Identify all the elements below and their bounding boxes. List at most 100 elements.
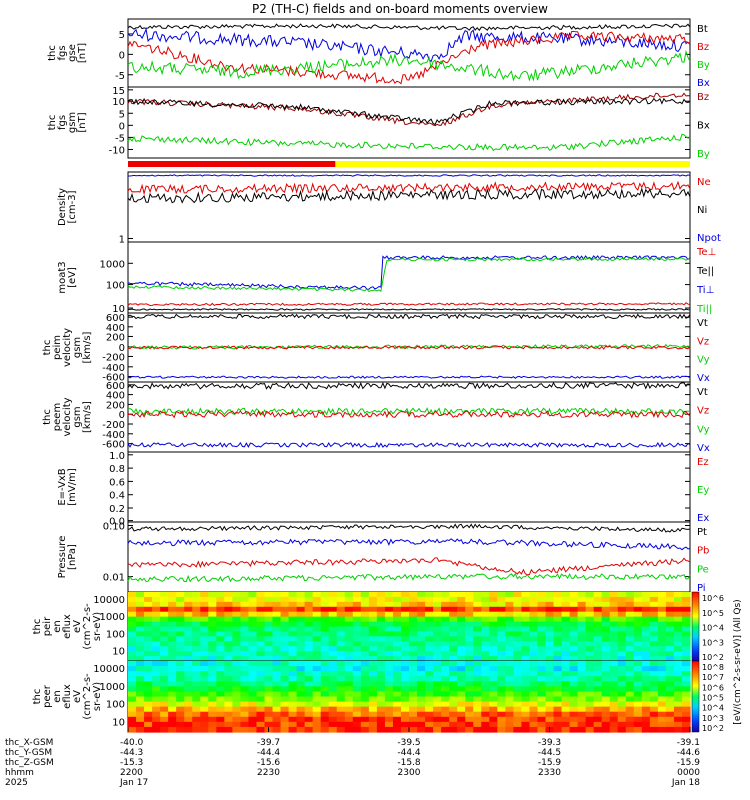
spectrogram-peir-cell — [384, 631, 394, 637]
spectrogram-peer-cell — [328, 696, 338, 703]
spectrogram-peir-cell — [577, 606, 587, 613]
spectrogram-peir-cell — [577, 631, 587, 637]
tick-label-peer_eflux: 1000 — [100, 682, 125, 693]
spectrogram-peer-cell — [649, 721, 659, 728]
spectrogram-peir-cell — [216, 592, 225, 598]
spectrogram-peir-cell — [593, 601, 603, 608]
spectrogram-peer-cell — [304, 686, 314, 693]
spectrogram-peer-cell — [553, 681, 563, 687]
spectrogram-peir-cell — [304, 616, 314, 623]
spectrogram-peir-cell — [425, 646, 434, 652]
spectrogram-peer-cell — [617, 716, 627, 723]
spectrogram-peer-cell — [577, 721, 587, 728]
spectrogram-peer-cell — [400, 666, 410, 672]
spectrogram-peir-cell — [625, 616, 635, 623]
footer-value: 2300 — [398, 768, 421, 778]
spectrogram-peir-cell — [673, 646, 683, 652]
spectrogram-peer-cell — [537, 681, 547, 687]
spectrogram-peir-cell — [417, 626, 426, 633]
spectrogram-peer-cell — [344, 726, 354, 733]
spectrogram-peer-cell — [601, 676, 611, 682]
legend-density-Ne: Ne — [697, 177, 711, 188]
legend-peim_velocity-Vy: Vy — [697, 355, 710, 366]
spectrogram-peir-cell — [208, 636, 217, 642]
spectrogram-peir-cell — [232, 616, 241, 623]
spectrogram-peir-cell — [457, 651, 466, 657]
spectrogram-peir-cell — [497, 616, 506, 623]
spectrogram-peer-cell — [513, 686, 522, 693]
spectrogram-peir-cell — [425, 641, 434, 647]
spectrogram-peir-cell — [296, 601, 306, 608]
spectrogram-peer-cell — [561, 696, 571, 703]
spectrogram-peir-cell — [320, 646, 330, 652]
spectrogram-peir-cell — [521, 656, 531, 662]
spectrogram-peer-cell — [473, 691, 482, 698]
spectrogram-peir-cell — [561, 606, 571, 613]
spectrogram-peir-cell — [352, 646, 362, 652]
spectrogram-peer-cell — [184, 671, 193, 677]
colorbar-tick: 10^3 — [702, 638, 724, 647]
spectrogram-peir-cell — [609, 621, 619, 628]
spectrogram-peir-cell — [601, 656, 611, 662]
spectrogram-peir-cell — [392, 646, 402, 652]
panel-ylabel-peir_eflux: thc — [32, 619, 43, 635]
spectrogram-peir-cell — [449, 611, 458, 618]
spectrogram-peir-cell — [392, 596, 402, 603]
spectrogram-peir-cell — [352, 636, 362, 642]
tick-label-peim_velocity: 200 — [106, 332, 125, 343]
spectrogram-peir-cell — [216, 611, 225, 618]
spectrogram-peir-cell — [409, 596, 418, 603]
spectrogram-peir-cell — [473, 646, 482, 652]
spectrogram-peir-cell — [352, 656, 362, 662]
spectrogram-peer-cell — [513, 706, 522, 713]
spectrogram-peir-cell — [184, 626, 193, 633]
spectrogram-peir-cell — [248, 636, 258, 642]
spectrogram-peir-cell — [465, 636, 474, 642]
spectrogram-peir-cell — [136, 621, 145, 628]
spectrogram-peer-cell — [328, 676, 338, 682]
spectrogram-peir-cell — [537, 631, 547, 637]
spectrogram-peir-cell — [288, 596, 298, 603]
tick-label-peem_velocity: -600 — [102, 440, 125, 451]
spectrogram-peer-cell — [441, 716, 450, 723]
spectrogram-peer-cell — [288, 721, 298, 728]
spectrogram-peer-cell — [529, 661, 539, 667]
spectrogram-peer-cell — [505, 706, 514, 713]
spectrogram-peir-cell — [521, 611, 531, 618]
spectrogram-peir-cell — [256, 596, 266, 603]
spectrogram-peer-cell — [192, 706, 201, 713]
spectrogram-peir-cell — [216, 616, 225, 623]
spectrogram-peer-cell — [128, 716, 137, 723]
spectrogram-peer-cell — [256, 726, 266, 733]
spectrogram-peer-cell — [168, 701, 177, 708]
spectrogram-peer-cell — [312, 721, 322, 728]
spectrogram-peer-cell — [152, 721, 161, 728]
spectrogram-peir-cell — [192, 601, 201, 608]
spectrogram-peir-cell — [296, 631, 306, 637]
spectrogram-peer-cell — [224, 701, 233, 708]
spectrogram-peir-cell — [561, 621, 571, 628]
spectrogram-peir-cell — [481, 656, 490, 662]
spectrogram-peir-cell — [593, 641, 603, 647]
spectrogram-peer-cell — [425, 686, 434, 693]
spectrogram-peer-cell — [272, 676, 282, 682]
panel-ylabel-fgs_gse: fgs — [57, 45, 68, 60]
spectrogram-peir-cell — [200, 641, 209, 647]
mode-bar-segment — [128, 161, 336, 167]
spectrogram-peer-cell — [184, 706, 193, 713]
spectrogram-peer-cell — [617, 696, 627, 703]
spectrogram-peer-cell — [409, 721, 418, 728]
spectrogram-peir-cell — [601, 621, 611, 628]
spectrogram-peer-cell — [441, 666, 450, 672]
spectrogram-peer-cell — [625, 696, 635, 703]
spectrogram-peir-cell — [128, 626, 137, 633]
tick-label-peem_velocity: -400 — [102, 430, 125, 441]
spectrogram-peer-cell — [240, 691, 250, 698]
panel-ylabel-density: [cm-3] — [67, 190, 78, 223]
spectrogram-peir-cell — [601, 636, 611, 642]
series-pressure-blue — [127, 538, 691, 551]
spectrogram-peir-cell — [449, 636, 458, 642]
spectrogram-peer-cell — [376, 681, 386, 687]
spectrogram-peir-cell — [296, 626, 306, 633]
spectrogram-peer-cell — [264, 686, 274, 693]
